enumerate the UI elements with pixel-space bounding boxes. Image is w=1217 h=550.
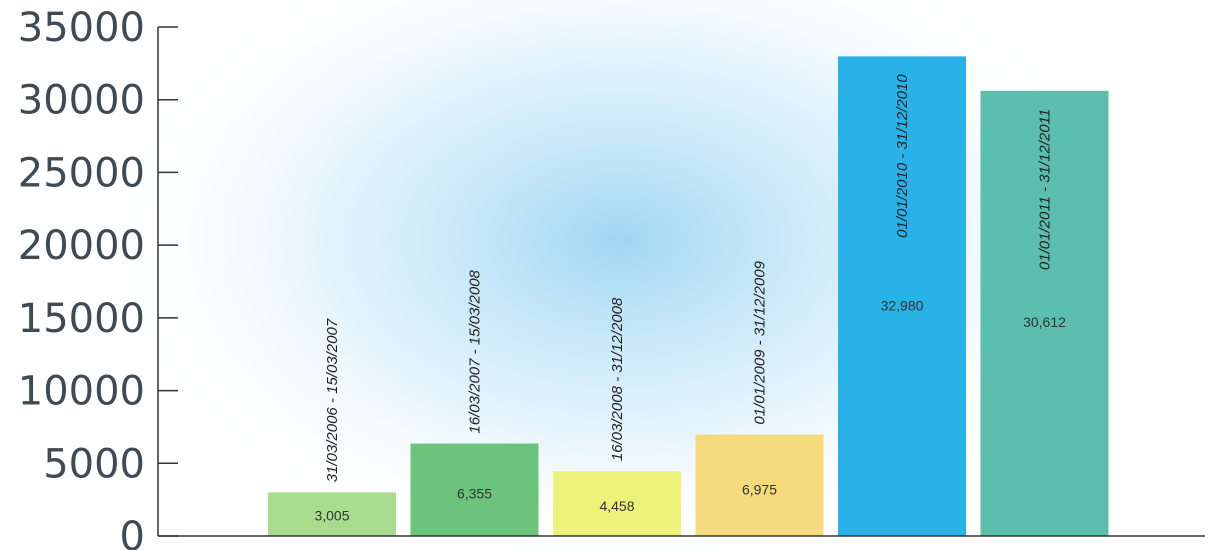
bar-group: 6,355 16/03/2007 - 15/03/2008: [410, 269, 539, 536]
bar-group: 6,975 01/01/2009 - 31/12/2009: [695, 260, 824, 536]
bar-value-label: 6,355: [457, 485, 492, 501]
bar: [838, 56, 966, 536]
bar-group: 30,612 01/01/2011 - 31/12/2011: [980, 90, 1109, 536]
bar-period-label: 01/01/2011 - 31/12/2011: [1037, 109, 1054, 270]
bar-value-label: 3,005: [314, 507, 349, 523]
bar-period-label: 16/03/2007 - 15/03/2008: [467, 269, 484, 433]
y-tick-label: 15000: [18, 296, 145, 342]
bar: [268, 492, 396, 536]
bar-value-label: 4,458: [599, 498, 634, 514]
y-tick-label: 20000: [18, 223, 145, 269]
bar-value-label: 30,612: [1023, 314, 1066, 330]
bar-period-label: 31/03/2006 - 15/03/2007: [324, 318, 341, 482]
bar-value-label: 6,975: [742, 481, 777, 497]
y-tick-label: 10000: [18, 369, 145, 415]
bar: [410, 443, 539, 536]
bar: [553, 471, 681, 536]
bar: [980, 90, 1109, 536]
y-tick-label: 5000: [43, 441, 145, 487]
bars: 3,005 31/03/2006 - 15/03/2007 6,355 16/03/2…: [268, 56, 1109, 536]
bar-period-label: 01/01/2009 - 31/12/2009: [752, 260, 769, 424]
bar-value-label: 32,980: [881, 298, 924, 314]
bar-group: 3,005 31/03/2006 - 15/03/2007: [268, 318, 396, 536]
y-tick-label: 30000: [18, 78, 145, 124]
y-tick-label: 25000: [18, 150, 145, 196]
bar-period-label: 01/01/2010 - 31/12/2010: [894, 74, 911, 238]
y-tick-label: 35000: [18, 5, 145, 51]
bar-group: 32,980 01/01/2010 - 31/12/2010: [838, 56, 966, 536]
y-axis: 0 5000 10000 15000 20000 25000 30000 35000: [18, 5, 178, 550]
y-tick-label: 0: [120, 514, 145, 550]
bar-period-label: 16/03/2008 - 31/12/2008: [609, 297, 626, 461]
bar: [695, 434, 824, 536]
bar-group: 4,458 16/03/2008 - 31/12/2008: [553, 297, 681, 536]
